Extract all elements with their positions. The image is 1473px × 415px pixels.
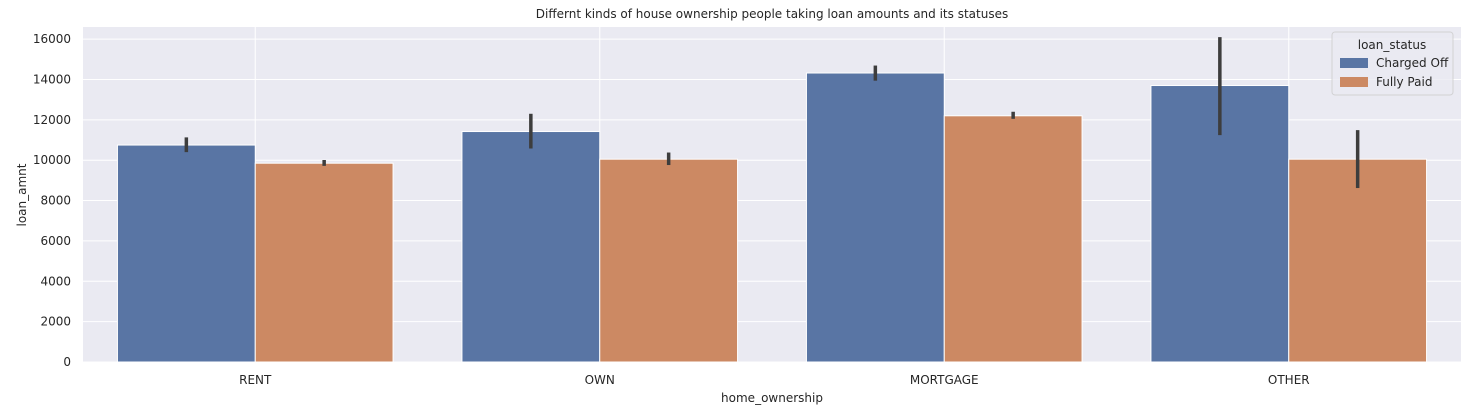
legend-label-charged-off: Charged Off [1376, 56, 1449, 70]
y-axis-title: loan_amnt [15, 163, 29, 226]
y-tick-labels: 0 2000 4000 6000 8000 10000 12000 14000 16000 [33, 32, 71, 369]
bar-fully-paid-other [1288, 158, 1428, 363]
x-tick-label: OTHER [1268, 373, 1310, 387]
y-tick-label: 10000 [33, 153, 71, 167]
x-tick-labels: RENT OWN MORTGAGE OTHER [239, 373, 1309, 387]
error-bars-group [184, 37, 1360, 189]
bar-charged-off-mortgage [805, 72, 945, 363]
bar-charged-off-rent [116, 144, 256, 363]
x-axis-title: home_ownership [721, 391, 823, 405]
bar-fully-paid-own [599, 158, 739, 363]
x-tick-label: OWN [585, 373, 615, 387]
bar-fully-paid-rent [254, 162, 394, 363]
legend: loan_status Charged Off Fully Paid [1331, 31, 1454, 96]
y-tick-label: 6000 [40, 234, 71, 248]
bar-charged-off-own [461, 131, 601, 363]
legend-label-fully-paid: Fully Paid [1376, 75, 1432, 89]
x-tick-label: MORTGAGE [910, 373, 979, 387]
y-tick-label: 8000 [40, 194, 71, 208]
y-tick-label: 14000 [33, 72, 71, 86]
legend-swatch-charged-off [1340, 58, 1368, 68]
chart-title: Differnt kinds of house ownership people… [536, 7, 1008, 21]
y-tick-label: 16000 [33, 32, 71, 46]
y-tick-label: 0 [63, 355, 71, 369]
y-tick-label: 4000 [40, 274, 71, 288]
x-tick-label: RENT [239, 373, 272, 387]
bar-fully-paid-mortgage [943, 115, 1083, 363]
legend-title: loan_status [1358, 38, 1427, 52]
y-tick-label: 12000 [33, 113, 71, 127]
y-tick-label: 2000 [40, 315, 71, 329]
legend-swatch-fully-paid [1340, 77, 1368, 87]
